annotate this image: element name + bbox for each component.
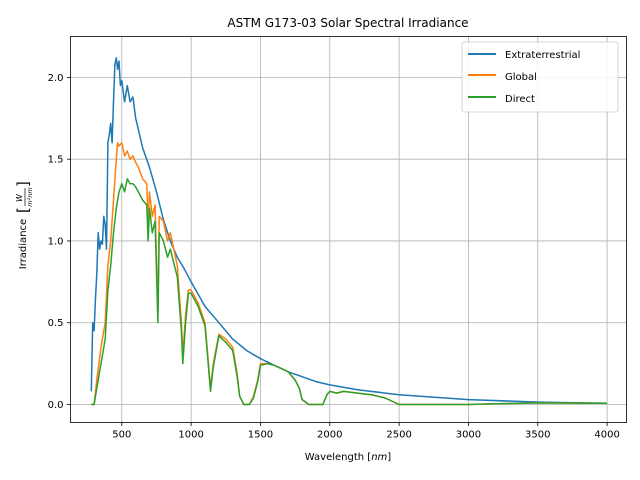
y-axis-label-unit-numerator: W	[15, 193, 24, 202]
y-tick-label: 0.0	[48, 400, 64, 411]
tick-layer: 500 1000 1500 2000 2500 3000 3500 4000 0.0 0.5 1.0…	[48, 73, 620, 441]
y-axis-label-text: Irradiance	[18, 219, 29, 269]
x-tick-label: 1000	[178, 430, 203, 441]
x-tick-label: 4000	[594, 430, 619, 441]
y-axis-label-unit-denominator: m²nm	[26, 187, 34, 206]
y-tick-label: 2.0	[48, 73, 64, 84]
legend-box	[461, 41, 619, 113]
x-tick-label: 3000	[456, 430, 481, 441]
x-axis-label: Wavelength [nm]	[305, 452, 392, 463]
chart-title: ASTM G173-03 Solar Spectral Irradiance	[227, 16, 468, 30]
x-axis-label-text: Wavelength [	[305, 452, 371, 463]
y-axis-label-bracket-right: ]	[14, 181, 32, 187]
plot-frame	[70, 36, 627, 423]
series-layer	[90, 57, 608, 406]
y-tick-label: 1.5	[48, 155, 64, 166]
x-tick-label: 2000	[317, 430, 342, 441]
legend: Extraterrestrial Global Direct	[461, 41, 619, 113]
x-tick-label: 3500	[525, 430, 550, 441]
y-tick-label: 0.5	[48, 318, 64, 329]
x-tick-label: 2500	[386, 430, 411, 441]
legend-label-direct: Direct	[505, 94, 535, 105]
y-axis-label: Irradiance [ W m²nm ]	[14, 181, 34, 269]
legend-label-extraterrestrial: Extraterrestrial	[505, 50, 580, 61]
series-line-global	[91, 142, 608, 406]
legend-label-global: Global	[505, 72, 537, 83]
x-tick-label: 500	[112, 430, 131, 441]
x-axis-label-unit: nm	[371, 452, 387, 463]
y-axis-label-bracket-left: [	[14, 207, 32, 213]
x-tick-label: 1500	[248, 430, 273, 441]
y-tick-label: 1.0	[48, 236, 64, 247]
x-axis-label-end: ]	[387, 452, 391, 463]
series-line-direct	[91, 178, 608, 406]
